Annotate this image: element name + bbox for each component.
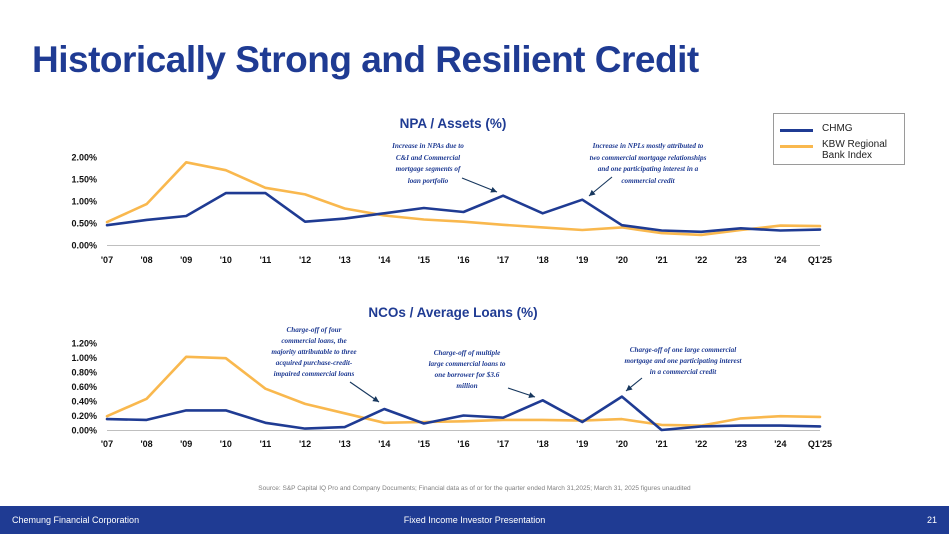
chart-1-y-tick-label: 1.00% — [71, 197, 97, 207]
chart-2-annotation-2-line: million — [456, 382, 477, 390]
chart-1-x-tick-label: Q1'25 — [808, 255, 832, 265]
chart-2-annotation-1-line: majority attributable to three — [271, 348, 357, 356]
chart-2-x-tick-label: '21 — [655, 439, 667, 449]
chart-2-x-tick-label: '23 — [735, 439, 747, 449]
chart-1-y-tick-label: 2.00% — [71, 153, 97, 163]
chart-1-x-tick-label: '10 — [220, 255, 232, 265]
chart-1-x-tick-label: '14 — [378, 255, 390, 265]
source-note: Source: S&P Capital IQ Pro and Company D… — [258, 485, 691, 492]
chart-1-x-tick-label: '16 — [457, 255, 469, 265]
chart-1-annotation-1-arrowhead — [490, 186, 497, 193]
chart-1-annotation-1-line: Increase in NPAs due to — [391, 142, 464, 150]
chart-2-x-tick-label: '24 — [774, 439, 786, 449]
chart-2-x-tick-label: '15 — [418, 439, 430, 449]
legend-item-chmg: CHMG — [780, 123, 898, 134]
legend-swatch-kbw — [780, 145, 813, 148]
chart-1-x-tick-label: '09 — [180, 255, 192, 265]
chart-2-x-tick-label: '19 — [576, 439, 588, 449]
chart-1-x-tick-label: '22 — [695, 255, 707, 265]
chart-1-x-tick-label: '12 — [299, 255, 311, 265]
chart-legend: CHMG KBW Regional Bank Index — [773, 113, 905, 165]
chart-1-x-tick-label: '20 — [616, 255, 628, 265]
chart-2-x-tick-label: '09 — [180, 439, 192, 449]
chart-1-annotation-2-line: and one participating interest in a — [598, 165, 699, 173]
chart-1-annotation-1-line: mortgage segments of — [396, 165, 461, 173]
chart-2-annotation-2-arrowhead — [528, 392, 535, 398]
chart-1-x-tick-label: '13 — [339, 255, 351, 265]
chart-1-y-tick-label: 0.00% — [71, 241, 97, 251]
chart-1-y-tick-label: 1.50% — [71, 175, 97, 185]
chart-2-annotation-3-line: in a commercial credit — [650, 368, 717, 376]
chart-2-x-tick-label: Q1'25 — [808, 439, 832, 449]
legend-swatch-chmg — [780, 129, 813, 132]
footer-page-number: 21 — [926, 515, 937, 525]
chart-2-annotation-1-line: commercial loans, the — [281, 337, 347, 345]
chart-1-x-tick-label: '19 — [576, 255, 588, 265]
chart-1-x-tick-label: '08 — [141, 255, 153, 265]
chart-2-y-tick-label: 0.80% — [71, 368, 97, 378]
chart-2-annotation-2-line: Charge-off of multiple — [434, 349, 501, 357]
chart-1-annotation-2-line: Increase in NPLs mostly attributed to — [592, 142, 704, 150]
footer-presentation-title: Fixed Income Investor Presentation — [403, 515, 546, 525]
chart-2-annotation-3-arrowhead — [626, 384, 633, 391]
chart-2-annotation-1-line: Charge-off of four — [287, 326, 342, 334]
chart-2-x-tick-label: '11 — [260, 439, 272, 449]
chart-1-x-tick-label: '18 — [537, 255, 549, 265]
chart-1-x-tick-label: '11 — [260, 255, 272, 265]
chart-1-series-kbw-line — [105, 161, 822, 237]
chart-1-x-tick-label: '23 — [735, 255, 747, 265]
chart-2-y-tick-label: 0.40% — [71, 397, 97, 407]
chart-2-series-chmg-line — [105, 395, 822, 432]
chart-1-x-tick-label: '21 — [655, 255, 667, 265]
chart-2-annotation-2-line: large commercial loans to — [429, 360, 506, 368]
legend-label-chmg: CHMG — [822, 123, 853, 134]
chart-2-annotation-2-line: one borrower for $3.6 — [435, 371, 500, 379]
chart-1-x-tick-label: '07 — [101, 255, 113, 265]
chart-2-x-tick-label: '16 — [457, 439, 469, 449]
chart-1-annotation-2-line: two commercial mortgage relationships — [590, 154, 707, 162]
legend-item-kbw: KBW Regional Bank Index — [780, 139, 898, 161]
chart-2-x-tick-label: '18 — [537, 439, 549, 449]
charts-svg: NPA / Assets (%) 0.00% 0.50% 1.00% 1.50% 2.00… — [71, 116, 832, 449]
chart-2-x-tick-label: '14 — [378, 439, 390, 449]
legend-label-kbw: KBW Regional Bank Index — [822, 139, 888, 161]
chart-2-annotation-3-line: mortgage and one participating interest — [624, 357, 742, 365]
chart-1-annotation-2-line: commercial credit — [621, 177, 675, 185]
chart-2-x-tick-label: '12 — [299, 439, 311, 449]
chart-1-x-tick-label: '15 — [418, 255, 430, 265]
chart-2-y-tick-label: 0.20% — [71, 411, 97, 421]
chart-1-y-tick-label: 0.50% — [71, 219, 97, 229]
chart-1-annotation-2-arrowhead — [589, 189, 596, 196]
chart-2-x-tick-label: '07 — [101, 439, 113, 449]
chart-2-y-tick-label: 0.00% — [71, 426, 97, 436]
page-title: Historically Strong and Resilient Credit — [32, 39, 699, 80]
chart-2-annotation-3-line: Charge-off of one large commercial — [630, 346, 736, 354]
chart-2-annotation-1-arrowhead — [372, 396, 379, 402]
chart-2-x-tick-label: '17 — [497, 439, 509, 449]
chart-1-title: NPA / Assets (%) — [400, 116, 507, 131]
chart-1-annotation-1-arrow — [461, 177, 498, 193]
footer-bar: Chemung Financial Corporation Fixed Inco… — [0, 506, 949, 534]
chart-2-x-tick-label: '13 — [339, 439, 351, 449]
chart-1-series-chmg-line — [105, 191, 822, 234]
chart-1-x-tick-label: '17 — [497, 255, 509, 265]
chart-1-annotation-1-line: loan portfolio — [408, 177, 449, 185]
chart-2-x-tick-label: '20 — [616, 439, 628, 449]
chart-2-x-tick-label: '10 — [220, 439, 232, 449]
footer-company: Chemung Financial Corporation — [12, 515, 140, 525]
chart-2-y-tick-label: 0.60% — [71, 382, 97, 392]
chart-2-annotation-1-line: impaired commercial loans — [274, 370, 355, 378]
chart-2-y-tick-label: 1.00% — [71, 353, 97, 363]
chart-2-annotation-1-line: acquired purchase-credit- — [276, 359, 353, 367]
chart-1-x-tick-label: '24 — [774, 255, 786, 265]
chart-2-y-tick-label: 1.20% — [71, 339, 97, 349]
chart-1-annotation-1-line: C&I and Commercial — [396, 154, 460, 162]
chart-2-title: NCOs / Average Loans (%) — [368, 305, 537, 320]
chart-2-x-tick-label: '22 — [695, 439, 707, 449]
chart-2-x-tick-label: '08 — [141, 439, 153, 449]
